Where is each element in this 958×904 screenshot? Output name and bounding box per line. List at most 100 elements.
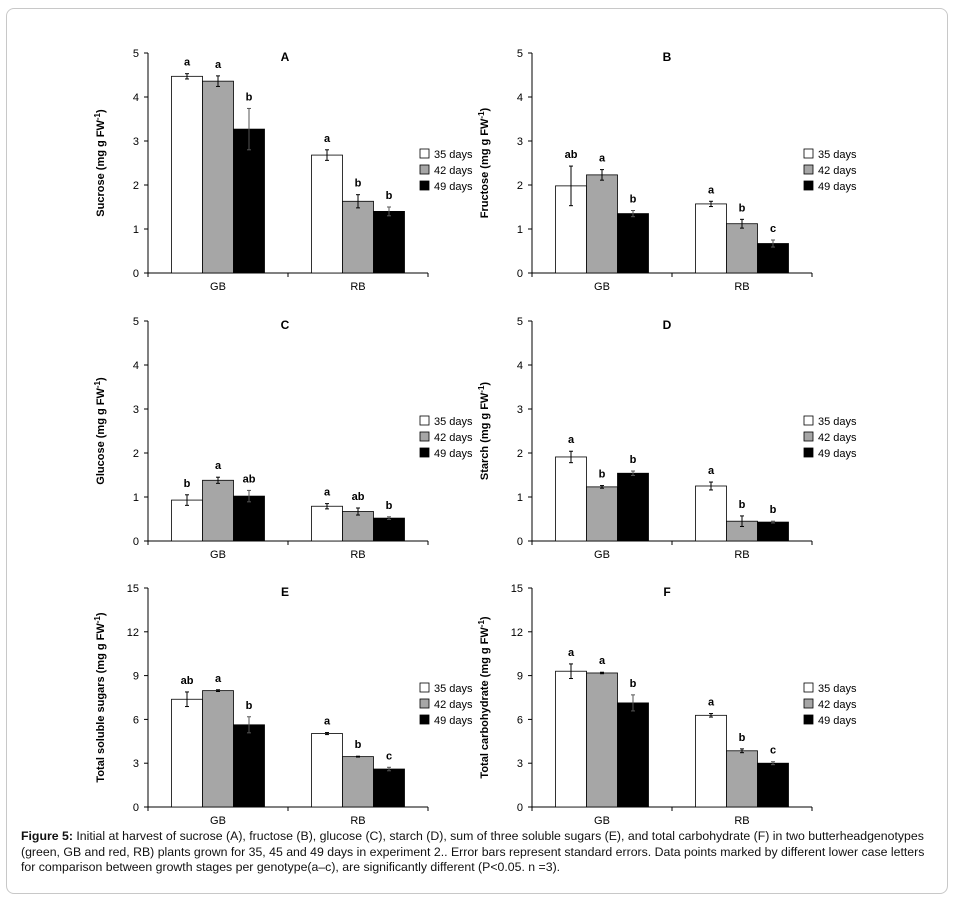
significance-letter: a	[708, 465, 715, 477]
legend-swatch	[419, 682, 430, 693]
legend-swatch	[419, 180, 430, 191]
y-axis-title: Sucrose (mg g FW-1)	[93, 109, 108, 217]
bar	[695, 203, 727, 274]
bar	[311, 733, 343, 808]
significance-letter: ab	[243, 473, 256, 485]
legend-label: 49 days	[818, 715, 857, 727]
panel-letter: A	[281, 50, 290, 64]
legend-label: 35 days	[818, 416, 857, 428]
y-tick-label: 1	[133, 492, 139, 504]
legend-label: 49 days	[434, 448, 473, 460]
y-tick-label: 2	[133, 448, 139, 460]
legend: 35 days 42 days 49 days	[419, 682, 473, 727]
legend-swatch	[803, 447, 814, 458]
significance-letter: ab	[181, 675, 194, 687]
y-axis-title: Starch (mg g FW-1)	[477, 382, 492, 481]
y-tick-label: 15	[511, 583, 523, 595]
bar	[233, 724, 265, 808]
legend-swatch	[803, 164, 814, 175]
bar	[342, 200, 374, 274]
legend-swatch	[419, 415, 430, 426]
significance-letter: b	[739, 732, 746, 744]
legend-swatch	[419, 714, 430, 725]
significance-letter: b	[739, 499, 746, 511]
x-tick-label: GB	[210, 281, 226, 293]
bar	[757, 762, 789, 808]
bar	[617, 702, 649, 808]
bar	[311, 505, 343, 542]
legend-label: 42 days	[434, 699, 473, 711]
bar	[342, 511, 374, 542]
x-tick-label: RB	[350, 281, 365, 293]
y-tick-label: 2	[517, 448, 523, 460]
panel-letter: C	[281, 318, 290, 332]
significance-letter: b	[386, 500, 393, 512]
significance-letter: a	[708, 184, 715, 196]
y-tick-label: 5	[517, 48, 523, 60]
panel-letter: B	[663, 50, 672, 64]
y-tick-label: 12	[127, 627, 139, 639]
bar	[373, 517, 405, 542]
significance-letter: a	[708, 697, 715, 709]
bar	[586, 174, 618, 274]
y-tick-label: 0	[517, 268, 523, 280]
legend: 35 days 42 days 49 days	[803, 415, 857, 460]
bar	[202, 479, 234, 542]
bar	[586, 672, 618, 808]
legend-swatch	[803, 431, 814, 442]
legend-label: 42 days	[818, 699, 857, 711]
significance-letter: b	[355, 178, 362, 190]
y-tick-label: 4	[517, 360, 523, 372]
significance-letter: b	[630, 454, 637, 466]
bar	[726, 750, 758, 808]
y-tick-label: 5	[133, 316, 139, 328]
y-tick-label: 5	[133, 48, 139, 60]
y-tick-label: 0	[517, 802, 523, 814]
x-tick-label: GB	[210, 815, 226, 827]
chart-panel-f: 0 3 6 9 12 15 GB a a b RB a b c F Total carbohydrate (m…	[477, 583, 858, 827]
y-axis-title: Fructose (mg g FW-1)	[477, 107, 492, 218]
legend-label: 42 days	[818, 165, 857, 177]
y-tick-label: 2	[133, 180, 139, 192]
chart-panel-c: 0 1 2 3 4 5 GB b a ab RB a ab b C Glucose (mg g FW-1) 35…	[93, 316, 474, 561]
legend: 35 days 42 days 49 days	[419, 148, 473, 193]
y-axis-title: Total soluble sugars (mg g FW-1)	[93, 612, 108, 782]
y-tick-label: 15	[127, 583, 139, 595]
significance-letter: b	[386, 190, 393, 202]
bar	[171, 75, 203, 274]
legend-swatch	[803, 180, 814, 191]
y-tick-label: 5	[517, 316, 523, 328]
caption-label: Figure 5:	[21, 829, 73, 843]
y-axis-title: Total carbohydrate (mg g FW-1)	[477, 616, 492, 778]
bar	[342, 756, 374, 808]
bar	[617, 472, 649, 542]
legend-label: 35 days	[818, 683, 857, 695]
x-tick-label: RB	[734, 281, 749, 293]
panel-letter: E	[281, 585, 289, 599]
y-tick-label: 3	[133, 404, 139, 416]
bar	[617, 213, 649, 274]
y-tick-label: 9	[133, 671, 139, 683]
significance-letter: a	[215, 59, 222, 71]
legend: 35 days 42 days 49 days	[803, 148, 857, 193]
legend-label: 42 days	[434, 165, 473, 177]
significance-letter: b	[246, 91, 253, 103]
significance-letter: a	[215, 673, 222, 685]
y-tick-label: 6	[133, 714, 139, 726]
significance-letter: a	[324, 487, 331, 499]
bar	[171, 499, 203, 542]
bar	[757, 521, 789, 542]
bar	[586, 486, 618, 542]
y-tick-label: 4	[517, 92, 523, 104]
x-tick-label: RB	[734, 549, 749, 561]
significance-letter: a	[568, 434, 575, 446]
legend-label: 49 days	[434, 715, 473, 727]
bar	[695, 714, 727, 808]
legend-swatch	[419, 164, 430, 175]
legend-swatch	[803, 714, 814, 725]
significance-letter: b	[630, 678, 637, 690]
legend-swatch	[419, 698, 430, 709]
significance-letter: ab	[565, 149, 578, 161]
figure-caption: Figure 5: Initial at harvest of sucrose …	[21, 829, 941, 876]
